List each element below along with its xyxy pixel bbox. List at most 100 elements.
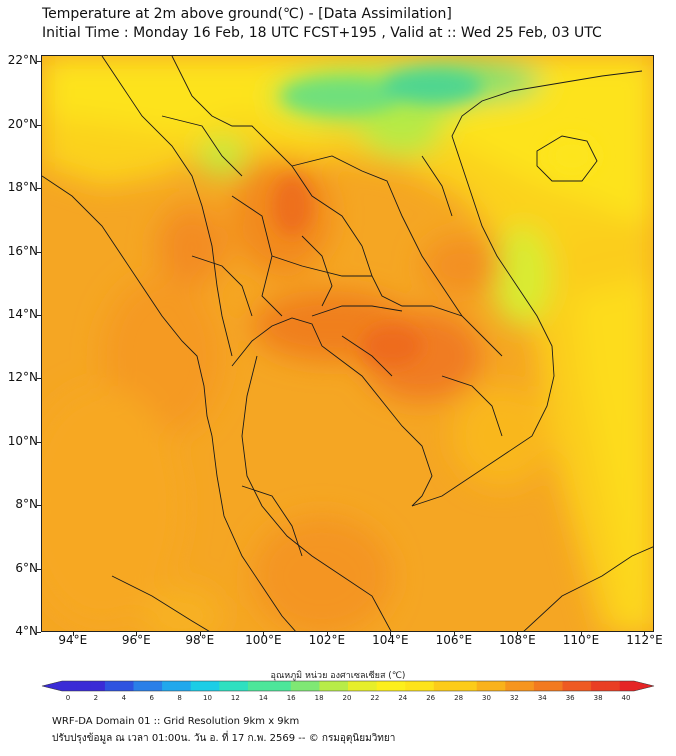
colorbar-segment: [290, 681, 306, 691]
colorbar-segment: [276, 681, 292, 691]
colorbar-segment: [76, 681, 92, 691]
colorbar-segment: [576, 681, 592, 691]
lat-tick-label: 12°N: [7, 370, 38, 385]
colorbar-label: 28: [454, 694, 464, 702]
lon-tick-label: 110°E: [562, 633, 600, 647]
colorbar-outline: [41, 680, 655, 692]
colorbar-segment: [176, 681, 192, 691]
colorbar-segment: [62, 681, 77, 691]
lon-tick: [644, 632, 646, 636]
lat-tick-label: 20°N: [7, 116, 38, 131]
lat-tick-label: 14°N: [7, 306, 38, 321]
lat-tick: [37, 505, 41, 507]
colorbar-segment: [591, 681, 606, 691]
footer-update-info: ปรับปรุงข้อมูล ณ เวลา 01:00น. วัน อ. ที่…: [52, 733, 396, 744]
colorbar-label: 32: [509, 694, 519, 702]
lat-tick: [37, 188, 41, 190]
colorbar-segment: [104, 681, 120, 691]
lon-tick: [517, 632, 519, 636]
lat-tick-label: 6°N: [15, 560, 38, 575]
lat-tick: [37, 314, 41, 316]
colorbar-segment: [462, 681, 478, 691]
lat-tick: [37, 124, 41, 126]
colorbar-label: 12: [230, 694, 240, 702]
lon-tick: [453, 632, 455, 636]
colorbar-label: 22: [370, 694, 380, 702]
colorbar-segment: [90, 681, 106, 691]
lon-tick-label: 94°E: [58, 633, 88, 647]
colorbar-segment: [519, 681, 535, 691]
colorbar-segment: [562, 681, 578, 691]
colorbar-label: 10: [203, 694, 212, 702]
colorbar-label: 30: [482, 694, 491, 702]
colorbar-max-extend: [634, 681, 654, 691]
colorbar-segment: [476, 681, 492, 691]
colorbar-segment: [205, 681, 220, 691]
lon-tick-label: 106°E: [435, 633, 473, 647]
colorbar-segment: [491, 681, 506, 691]
lon-tick-label: 112°E: [626, 633, 663, 647]
colorbar-segment: [448, 681, 463, 691]
lat-tick: [37, 378, 41, 380]
lon-tick-label: 104°E: [372, 633, 409, 647]
colorbar-min-extend: [42, 681, 62, 691]
lon-tick-label: 98°E: [185, 633, 215, 647]
map-title: Temperature at 2m above ground(℃) - [Dat…: [42, 6, 452, 22]
temperature-map: [41, 55, 654, 632]
colorbar-segment: [405, 681, 420, 691]
colorbar-segment: [233, 681, 249, 691]
colorbar-label: 40: [621, 694, 631, 702]
colorbar-segment: [219, 681, 235, 691]
colorbar-segment: [605, 681, 621, 691]
colorbar-segment: [247, 681, 263, 691]
colorbar-segment: [319, 681, 335, 691]
lat-tick-label: 16°N: [7, 243, 38, 258]
colorbar-label: 16: [286, 694, 296, 702]
lon-tick: [326, 632, 328, 636]
colorbar-label: 8: [177, 694, 182, 702]
lat-tick-label: 10°N: [7, 433, 38, 448]
colorbar-segment: [419, 681, 435, 691]
colorbar-segment: [162, 681, 177, 691]
lat-tick-label: 4°N: [15, 624, 38, 638]
lat-tick: [37, 251, 41, 253]
colorbar-label: 18: [314, 694, 324, 702]
lon-tick-label: 96°E: [121, 633, 151, 647]
lat-tick-label: 22°N: [7, 53, 38, 68]
colorbar-segment: [333, 681, 349, 691]
temperature-field: [42, 56, 653, 631]
colorbar-segment: [619, 681, 635, 691]
colorbar-segment: [548, 681, 563, 691]
colorbar-segment: [119, 681, 134, 691]
colorbar-label: 6: [149, 694, 154, 702]
colorbar-label: 4: [121, 694, 127, 702]
colorbar-label: 34: [537, 694, 547, 702]
colorbar-label: 14: [258, 694, 268, 702]
lon-tick-label: 108°E: [499, 633, 536, 647]
lon-tick: [72, 632, 74, 636]
colorbar-title: อุณหภูมิ หน่วย องศาเซลเซียส (℃): [270, 671, 406, 681]
colorbar: [41, 680, 655, 692]
lon-tick: [263, 632, 265, 636]
map-subtitle: Initial Time : Monday 16 Feb, 18 UTC FCS…: [42, 25, 602, 41]
colorbar-label: 36: [565, 694, 575, 702]
footer-model-info: WRF-DA Domain 01 :: Grid Resolution 9km …: [52, 716, 300, 727]
lon-tick: [580, 632, 582, 636]
lon-tick: [199, 632, 201, 636]
colorbar-segment: [147, 681, 163, 691]
colorbar-segment: [133, 681, 149, 691]
lat-tick-label: 18°N: [7, 180, 38, 195]
lon-tick: [390, 632, 392, 636]
lon-tick: [136, 632, 138, 636]
colorbar-segment: [362, 681, 378, 691]
coastline-borders: [42, 56, 653, 631]
colorbar-label: 24: [398, 694, 408, 702]
colorbar-segment: [348, 681, 363, 691]
lat-tick-label: 8°N: [15, 497, 38, 512]
lat-tick: [37, 632, 41, 633]
colorbar-label: 26: [426, 694, 436, 702]
colorbar-label: 2: [93, 694, 99, 702]
colorbar-label: 20: [342, 694, 352, 702]
colorbar-segment: [376, 681, 392, 691]
colorbar-segment: [190, 681, 206, 691]
